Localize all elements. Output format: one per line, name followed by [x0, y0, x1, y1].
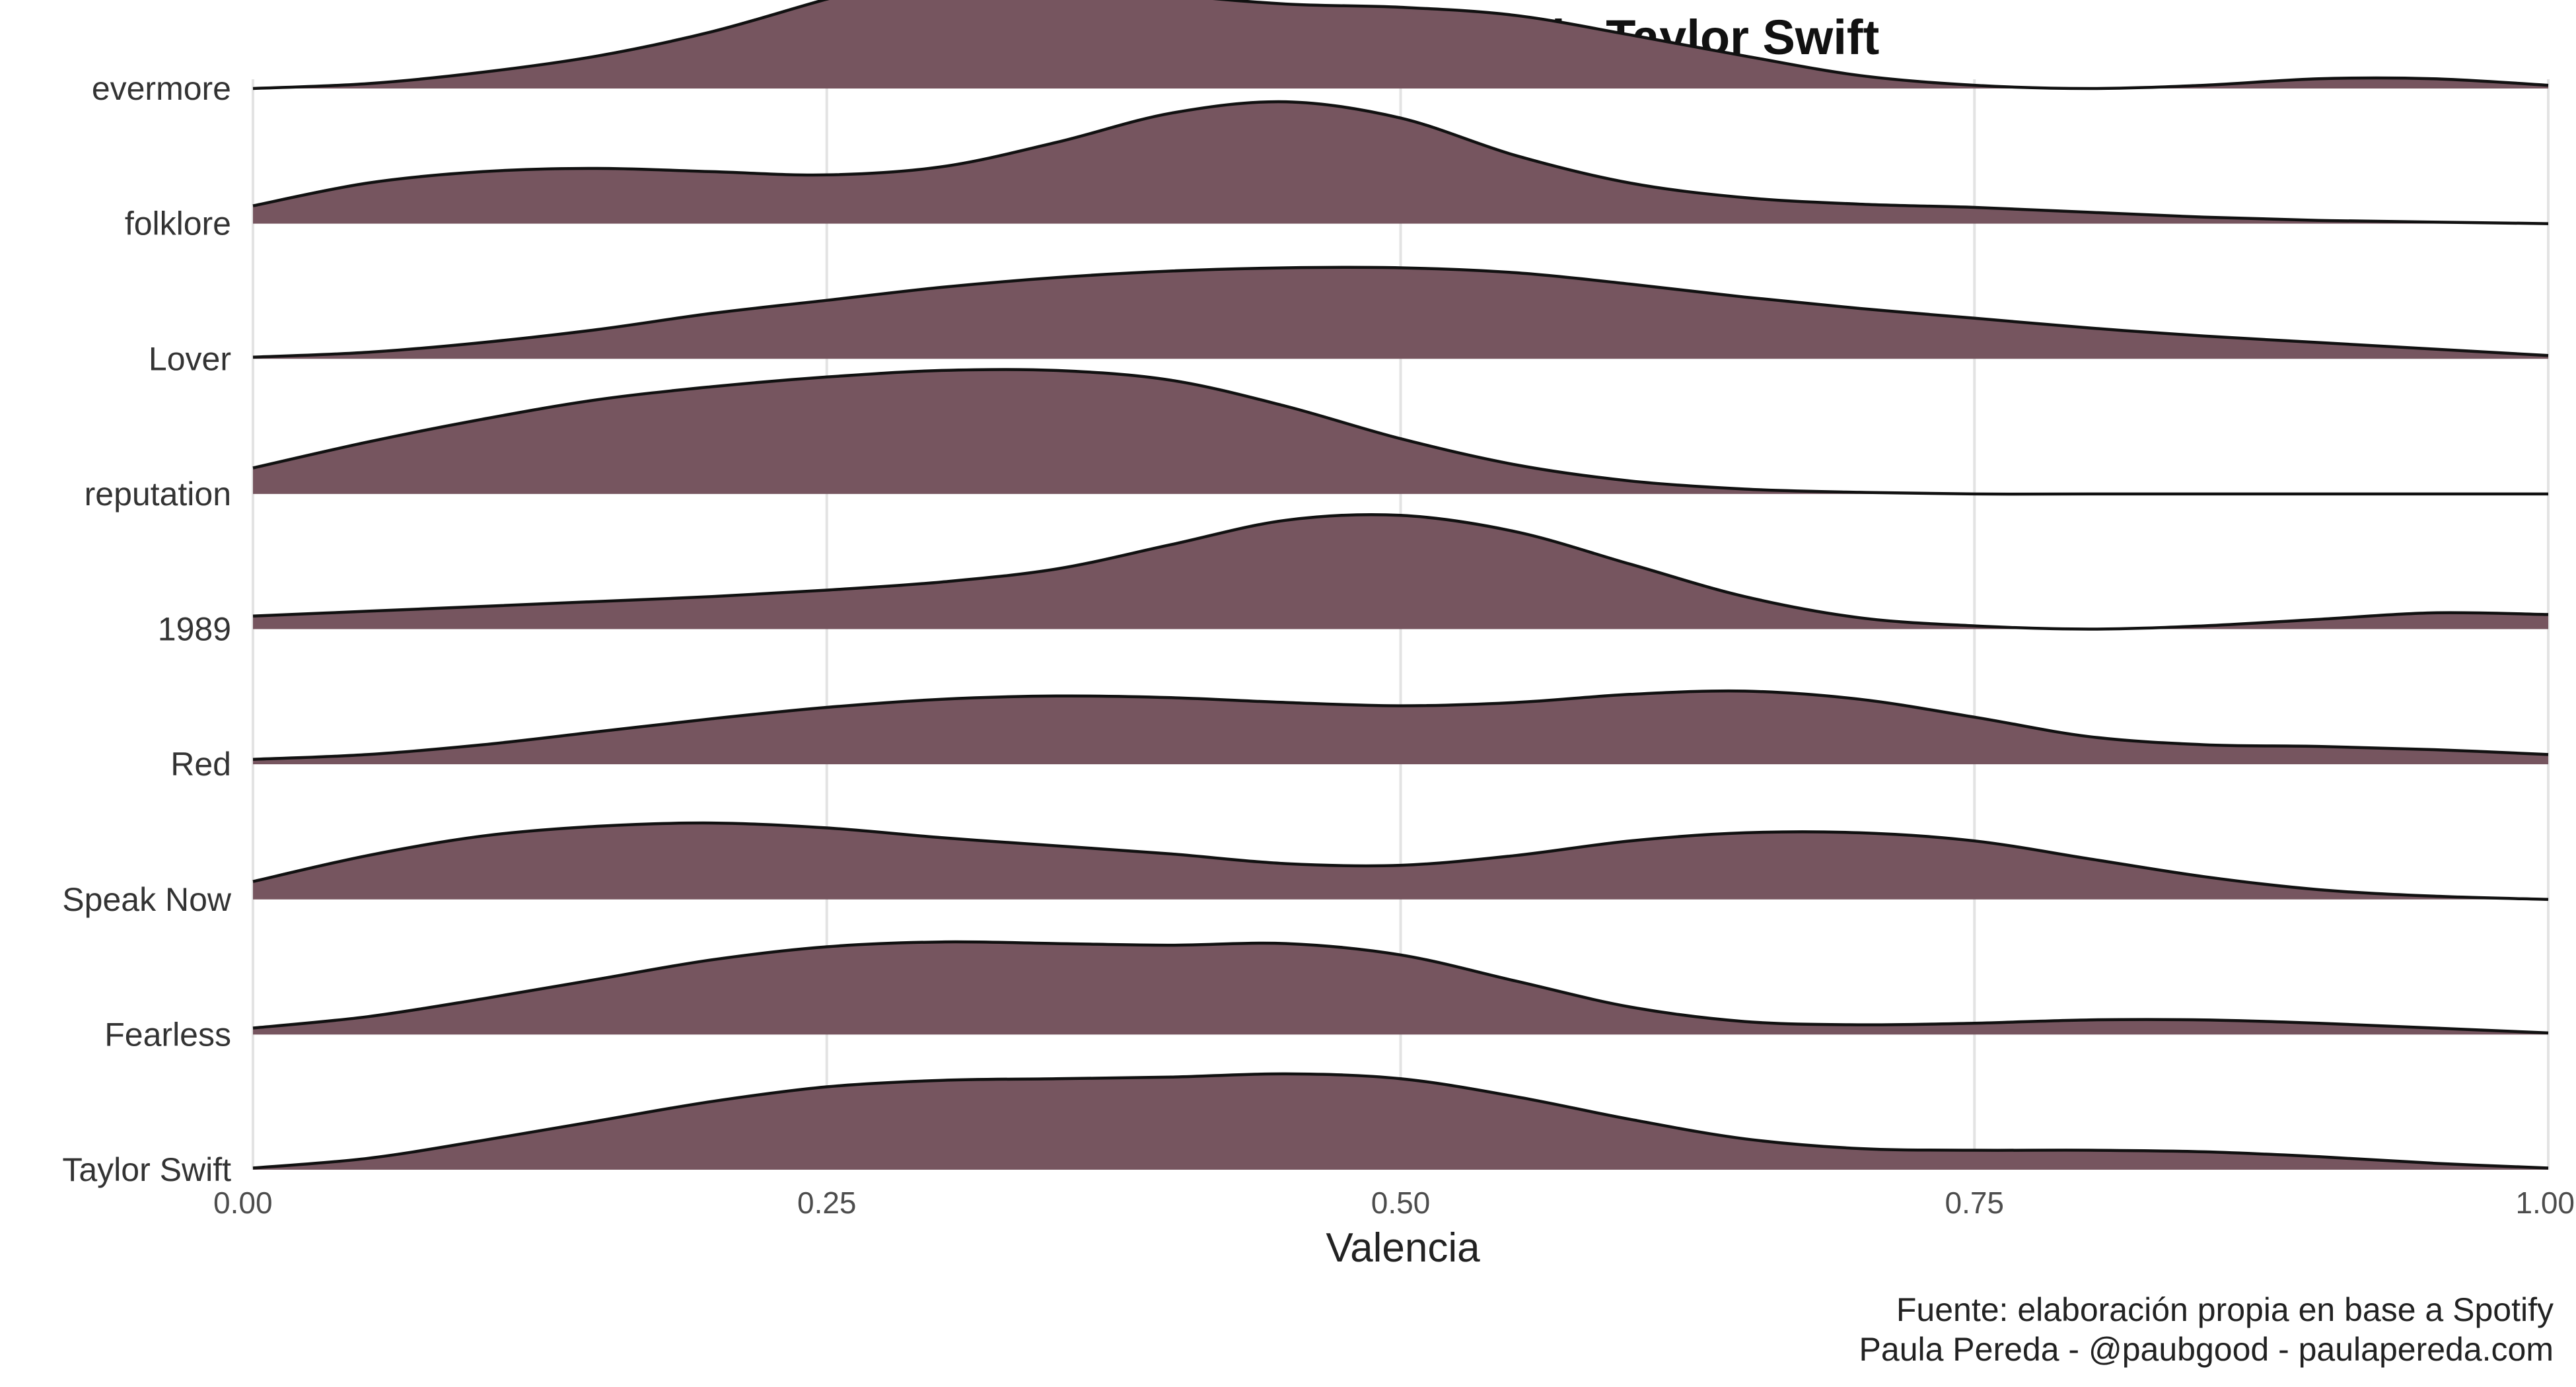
y-axis-label: reputation — [85, 476, 231, 513]
y-axis-label: 1989 — [158, 611, 231, 648]
ridge-line-lover — [252, 266, 2549, 359]
ridge-line-fearless — [252, 940, 2549, 1035]
ridge-area-folklore — [253, 101, 2548, 224]
ridge-area-1989 — [253, 515, 2548, 629]
y-axis-label: Lover — [149, 340, 231, 377]
x-tick-label: 0.25 — [797, 1186, 857, 1220]
ridge-line-1989 — [252, 513, 2549, 631]
ridge-line-red — [252, 689, 2549, 761]
ridge-area-lover — [253, 267, 2548, 359]
ridge-area-fearless — [253, 942, 2548, 1035]
x-tick-label: 0.00 — [213, 1186, 273, 1220]
y-axis-label: evermore — [92, 70, 231, 107]
x-tick-label: 0.50 — [1371, 1186, 1431, 1220]
y-axis-labels: evermore folklore Lover reputation 1989 Red Sp… — [62, 70, 232, 1188]
ridge-line-folklore — [252, 100, 2549, 225]
y-axis-label: folklore — [125, 205, 231, 242]
ridge-area-evermore — [253, 0, 2548, 89]
y-axis-label: Taylor Swift — [62, 1151, 231, 1188]
ridge-line-evermore — [252, 0, 2549, 90]
ridges — [252, 0, 2549, 1170]
y-axis-label: Speak Now — [62, 881, 232, 918]
x-tick-label: 0.75 — [1945, 1186, 2004, 1220]
caption-source: Fuente: elaboración propia en base a Spo… — [1896, 1291, 2554, 1328]
ridge-area-reputation — [253, 369, 2548, 495]
y-axis-label: Fearless — [104, 1016, 231, 1053]
ridge-line-reputation — [252, 368, 2548, 496]
ridge-line-taylor-swift — [252, 1072, 2549, 1170]
x-axis-tick-labels: 0.00 0.25 0.50 0.75 1.00 — [213, 1186, 2575, 1220]
x-axis-title: Valencia — [1326, 1225, 1480, 1271]
y-axis-label: Red — [170, 746, 231, 783]
caption-author: Paula Pereda - @paubgood - paulapereda.c… — [1859, 1331, 2554, 1368]
x-tick-label: 1.00 — [2515, 1186, 2575, 1220]
ridge-line-speak-now — [252, 821, 2549, 902]
ridge-area-taylor-swift — [253, 1073, 2548, 1170]
ridge-area-red — [253, 691, 2548, 765]
